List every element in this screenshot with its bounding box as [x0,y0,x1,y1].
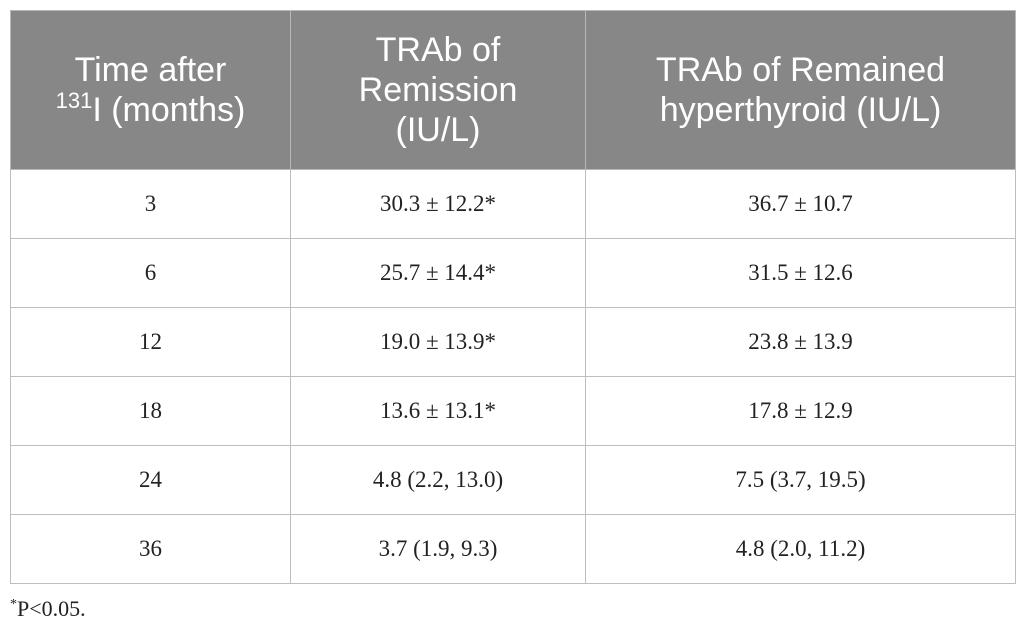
footnote: *P<0.05. [10,596,86,622]
footnote-text: P<0.05. [17,596,86,621]
cell-remained: 31.5 ± 12.6 [585,238,1016,308]
cell-remission: 3.7 (1.9, 9.3) [290,514,586,584]
header-remission: TRAb of Remission (IU/L) [290,10,586,170]
cell-remission: 13.6 ± 13.1* [290,376,586,446]
cell-remission: 25.7 ± 14.4* [290,238,586,308]
cell-time: 24 [10,445,291,515]
table-row: 6 25.7 ± 14.4* 31.5 ± 12.6 [10,238,1016,308]
cell-remained: 4.8 (2.0, 11.2) [585,514,1016,584]
table-row: 36 3.7 (1.9, 9.3) 4.8 (2.0, 11.2) [10,514,1016,584]
cell-remission: 19.0 ± 13.9* [290,307,586,377]
header-time-isotope: 131 [55,88,93,113]
header-time: Time after 131I (months) [10,10,291,170]
cell-remained: 36.7 ± 10.7 [585,169,1016,239]
cell-time: 18 [10,376,291,446]
cell-time: 6 [10,238,291,308]
header-row: Time after 131I (months) TRAb of Remissio… [10,10,1016,170]
cell-time: 3 [10,169,291,239]
header-remained: TRAb of Remained hyperthyroid (IU/L) [585,10,1016,170]
cell-remission: 30.3 ± 12.2* [290,169,586,239]
table-row: 12 19.0 ± 13.9* 23.8 ± 13.9 [10,307,1016,377]
cell-time: 36 [10,514,291,584]
table-row: 24 4.8 (2.2, 13.0) 7.5 (3.7, 19.5) [10,445,1016,515]
cell-remained: 7.5 (3.7, 19.5) [585,445,1016,515]
header-time-pre: Time after [74,51,227,89]
results-table: Time after 131I (months) TRAb of Remissio… [10,10,1016,584]
header-time-post: I (months) [92,91,246,129]
footnote-mark: * [10,597,17,612]
cell-remained: 23.8 ± 13.9 [585,307,1016,377]
cell-remained: 17.8 ± 12.9 [585,376,1016,446]
table-row: 18 13.6 ± 13.1* 17.8 ± 12.9 [10,376,1016,446]
cell-time: 12 [10,307,291,377]
table-row: 3 30.3 ± 12.2* 36.7 ± 10.7 [10,169,1016,239]
cell-remission: 4.8 (2.2, 13.0) [290,445,586,515]
